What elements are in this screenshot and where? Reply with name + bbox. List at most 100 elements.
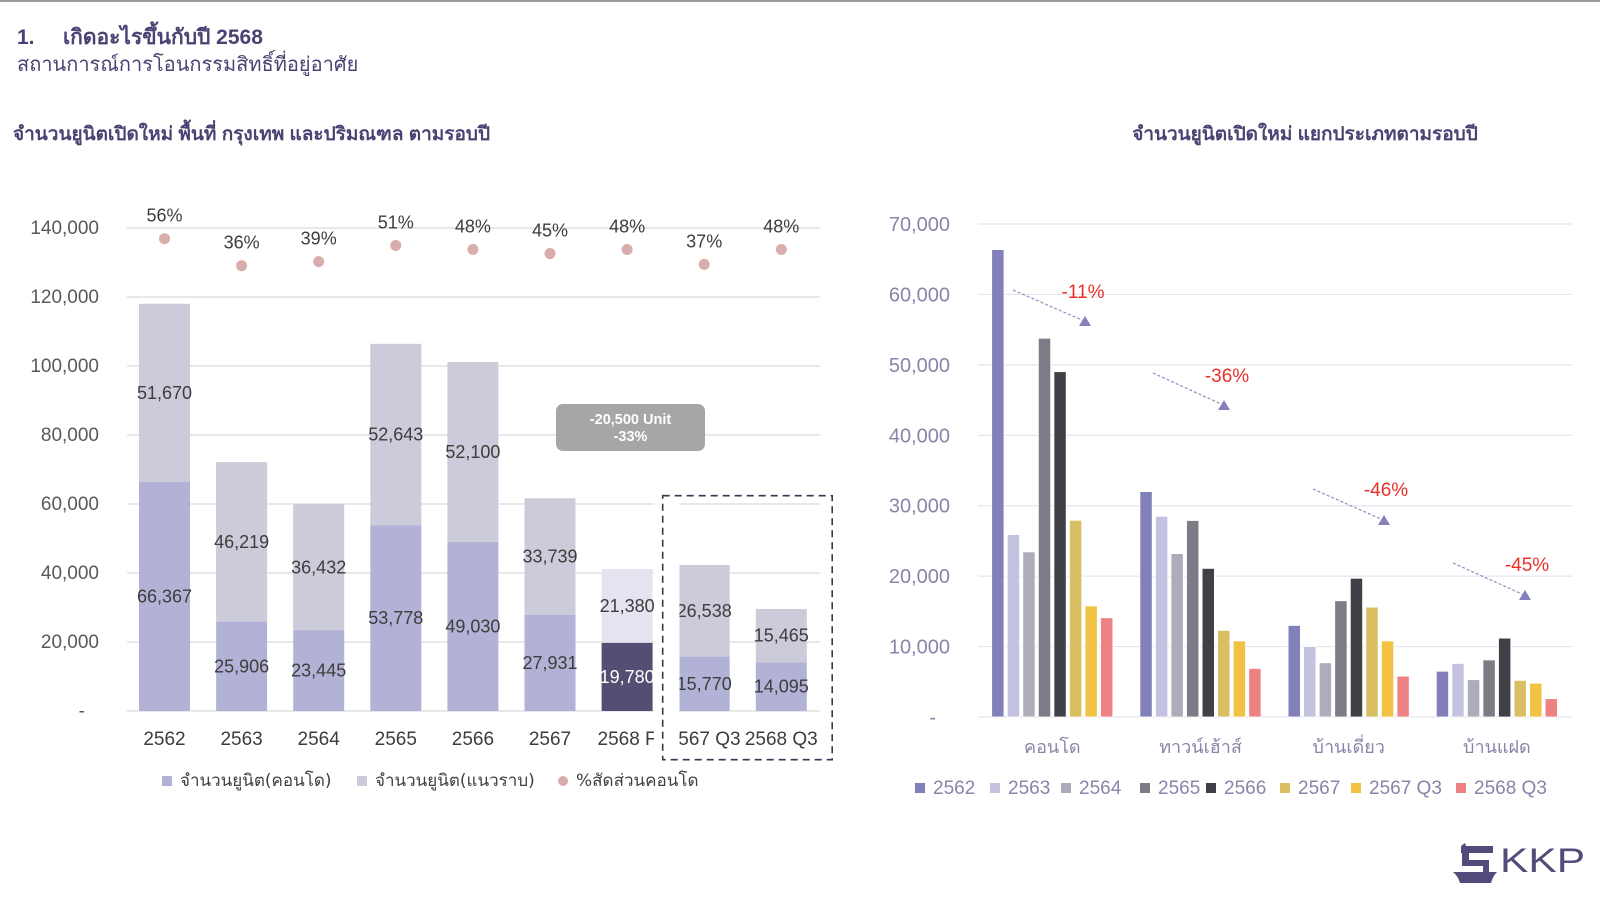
legend-swatch <box>1280 783 1290 793</box>
bar-segment-condo <box>216 621 268 711</box>
x-tick-label: 2564 <box>298 729 341 750</box>
data-label: 52,643 <box>368 425 423 445</box>
data-label: 19,780 <box>600 667 655 687</box>
bar-segment-lowrise <box>447 362 499 542</box>
bar-2567 <box>1069 519 1083 718</box>
condo-share-label: 56% <box>146 206 182 226</box>
condo-share-dot <box>390 239 402 251</box>
condo-share-dot <box>621 244 633 255</box>
legend-swatch <box>1351 783 1361 793</box>
condo-share-label: 51% <box>378 212 414 232</box>
legend-swatch <box>1140 783 1150 793</box>
bar-2563 <box>1303 646 1317 718</box>
legend-item-2565: 2565 <box>1140 778 1200 798</box>
left-bars <box>139 303 807 711</box>
page-subtitle: สถานการณ์การโอนกรรมสิทธิ์ที่อยู่อาศัย <box>17 54 359 76</box>
condo-share-label: 37% <box>686 231 722 251</box>
category-label: คอนโด <box>1024 736 1081 758</box>
condo-share-dot <box>159 233 170 245</box>
bar-2568-q3 <box>1248 668 1262 718</box>
trend-arrow-line <box>1012 289 1083 321</box>
arrowhead-icon <box>1378 515 1390 525</box>
data-label: 52,100 <box>445 442 500 462</box>
legend-swatch <box>915 783 925 793</box>
x-tick-label: 2568 F <box>598 729 657 750</box>
right-bars <box>991 249 1558 718</box>
y-tick-label: 40,000 <box>889 425 950 447</box>
legend-label: 2567 <box>1298 777 1341 799</box>
change-annotation: -45% <box>1452 555 1549 600</box>
arrowhead-icon <box>1519 590 1531 600</box>
legend-item-condo: จำนวนยูนิต(คอนโด) <box>162 771 332 791</box>
right-chart-title: จำนวนยูนิตเปิดใหม่ แยกประเภทตามรอบปี <box>1132 124 1478 145</box>
legend-label: 2562 <box>933 777 976 799</box>
condo-share-dot <box>313 256 325 268</box>
legend-label-condo: จำนวนยูนิต(คอนโด) <box>180 770 332 791</box>
x-tick-label: 2567 <box>529 729 571 750</box>
bar-2565 <box>1334 600 1348 718</box>
kkp-logo: KKP <box>1453 843 1585 883</box>
bar-2563 <box>1006 534 1020 718</box>
data-label: 33,739 <box>522 546 577 566</box>
change-annotation: -20,500 Unit-33% <box>556 404 705 451</box>
legend-item-2564: 2564 <box>1061 778 1121 798</box>
change-label: -46% <box>1364 480 1408 501</box>
data-label: 66,367 <box>137 587 192 607</box>
x-tick-label: 2562 <box>143 729 185 750</box>
annotation-text: -33% <box>614 429 648 445</box>
bar-2566 <box>1053 371 1067 718</box>
x-tick-label: 2563 <box>220 729 262 750</box>
left-stacked-bar-chart: - 20,000 40,000 60,000 80,000 100,000 120,000 1… <box>30 206 834 761</box>
legend-label: 2563 <box>1008 777 1051 799</box>
legend-item-2567-q3: 2567 Q3 <box>1351 778 1442 798</box>
bar-2567 <box>1217 629 1231 718</box>
bar-2567 <box>1513 679 1527 718</box>
bar-2564 <box>1022 551 1036 718</box>
top-border <box>0 0 1600 2</box>
data-label: 23,445 <box>291 661 346 681</box>
bar-2564 <box>1467 679 1481 718</box>
bar-2568-q3 <box>1544 698 1558 718</box>
bar-2566 <box>1498 637 1512 718</box>
trend-arrow-line <box>1452 562 1523 595</box>
legend-swatch <box>1061 783 1071 793</box>
legend-item-condo-share: %สัดส่วนคอนโด <box>558 771 699 791</box>
bar-2567-q3 <box>1381 640 1395 718</box>
y-tick-label: - <box>79 701 85 722</box>
page-title: เกิดอะไรขึ้นกับปี 2568 <box>63 26 263 49</box>
data-label: 26,538 <box>677 601 732 621</box>
x-tick-label: 2566 <box>452 729 494 750</box>
bar-2568-q3 <box>1396 675 1410 718</box>
y-tick-label: 40,000 <box>41 563 99 584</box>
data-label: 27,931 <box>522 653 577 673</box>
data-label: 51,670 <box>137 383 192 403</box>
condo-share-dot <box>775 244 787 255</box>
q3-comparison-bracket <box>661 494 834 761</box>
bar-2565 <box>1186 520 1200 718</box>
data-label: 49,030 <box>445 616 500 636</box>
condo-share-dot <box>467 244 479 255</box>
condo-share-dot <box>236 260 248 272</box>
y-tick-label: 120,000 <box>30 287 99 308</box>
condo-share-label: 48% <box>763 217 799 237</box>
bar-2562 <box>1435 670 1450 718</box>
x-tick-label: 2567 Q3 <box>668 729 741 750</box>
bar-2563 <box>1155 515 1169 718</box>
legend-swatch <box>990 783 1000 793</box>
legend-item-lowrise: จำนวนยูนิต(แนวราบ) <box>357 771 535 791</box>
condo-share-label: 48% <box>455 217 491 237</box>
left-data-labels: 66,367 51,670 25,906 46,219 23,445 36,432 53,7… <box>137 383 809 697</box>
y-tick-label: 50,000 <box>889 355 950 377</box>
category-label: บ้านเดี่ยว <box>1313 734 1385 758</box>
bar-segment-condo <box>447 541 499 711</box>
condo-share-dot <box>544 248 556 260</box>
panel-gap <box>654 470 680 760</box>
change-label: -36% <box>1205 366 1249 387</box>
bar-segment-lowrise <box>293 504 345 631</box>
y-tick-label: 20,000 <box>41 632 99 653</box>
change-annotation: -11% <box>1012 282 1105 326</box>
arrowhead-icon <box>1079 316 1091 326</box>
y-tick-label: 10,000 <box>889 637 950 659</box>
bar-2564 <box>1170 553 1184 718</box>
bar-2565 <box>1037 337 1052 718</box>
